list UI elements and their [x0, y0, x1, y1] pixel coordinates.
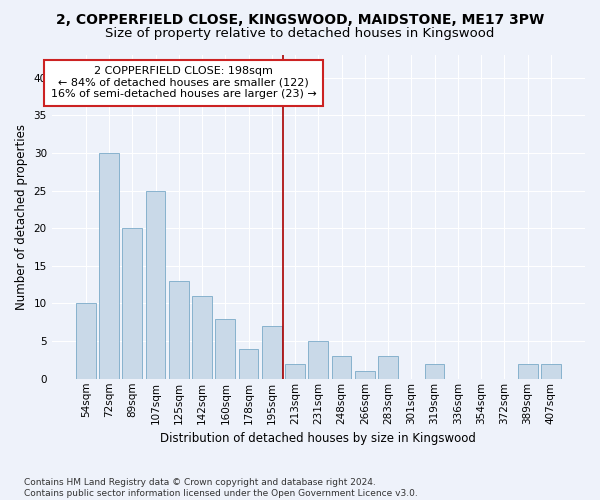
Y-axis label: Number of detached properties: Number of detached properties — [15, 124, 28, 310]
X-axis label: Distribution of detached houses by size in Kingswood: Distribution of detached houses by size … — [160, 432, 476, 445]
Bar — [425, 364, 445, 379]
Text: Contains HM Land Registry data © Crown copyright and database right 2024.
Contai: Contains HM Land Registry data © Crown c… — [24, 478, 418, 498]
Text: 2 COPPERFIELD CLOSE: 198sqm
← 84% of detached houses are smaller (122)
16% of se: 2 COPPERFIELD CLOSE: 198sqm ← 84% of det… — [50, 66, 316, 100]
Text: Size of property relative to detached houses in Kingswood: Size of property relative to detached ho… — [106, 28, 494, 40]
Bar — [146, 190, 166, 379]
Bar — [192, 296, 212, 379]
Bar — [169, 281, 188, 379]
Bar — [285, 364, 305, 379]
Bar — [122, 228, 142, 379]
Bar — [355, 371, 375, 379]
Bar — [215, 318, 235, 379]
Bar — [332, 356, 352, 379]
Bar — [262, 326, 282, 379]
Bar — [378, 356, 398, 379]
Bar — [239, 348, 259, 379]
Bar — [76, 304, 95, 379]
Bar — [518, 364, 538, 379]
Text: 2, COPPERFIELD CLOSE, KINGSWOOD, MAIDSTONE, ME17 3PW: 2, COPPERFIELD CLOSE, KINGSWOOD, MAIDSTO… — [56, 12, 544, 26]
Bar — [308, 341, 328, 379]
Bar — [99, 153, 119, 379]
Bar — [541, 364, 561, 379]
